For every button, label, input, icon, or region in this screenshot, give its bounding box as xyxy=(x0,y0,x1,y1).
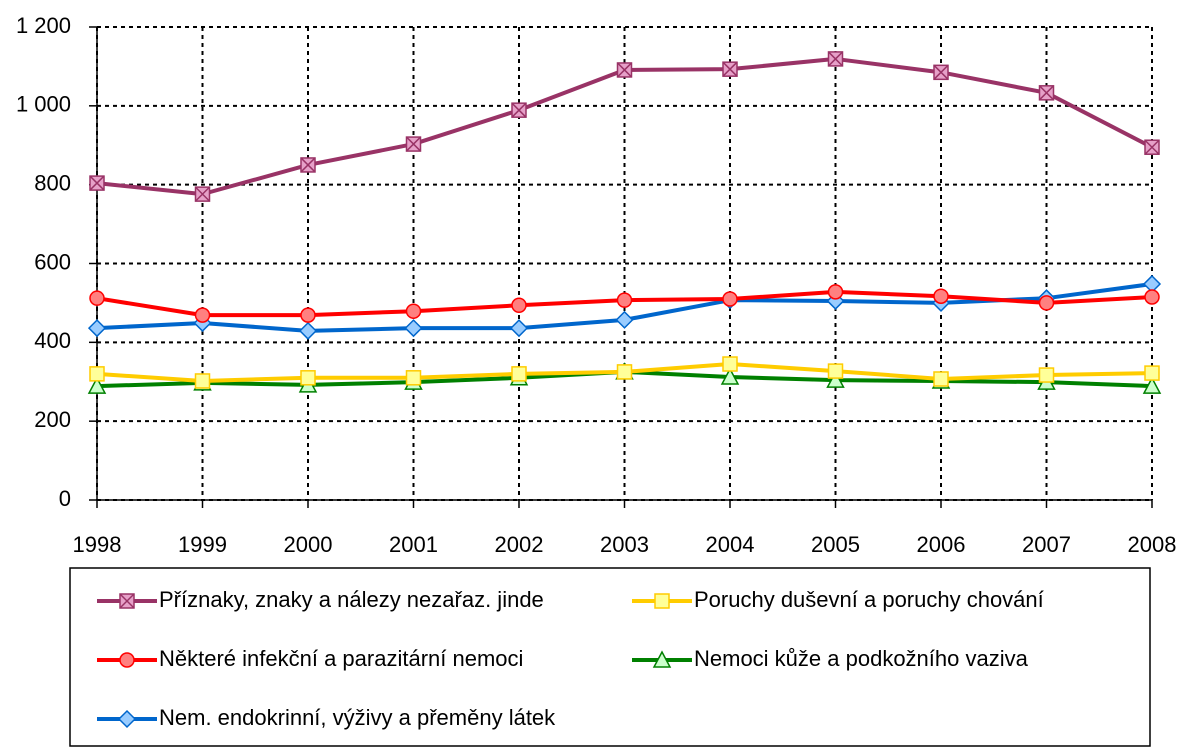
marker-cross xyxy=(405,136,422,152)
x-tick-label: 2008 xyxy=(1128,532,1177,557)
marker xyxy=(511,366,527,382)
y-tick-label: 0 xyxy=(59,486,71,511)
marker xyxy=(298,321,318,340)
marker xyxy=(615,310,634,329)
marker xyxy=(933,371,949,387)
marker xyxy=(827,363,844,379)
marker xyxy=(722,356,738,372)
x-tick-label: 2003 xyxy=(600,532,649,557)
marker xyxy=(509,319,529,338)
marker xyxy=(1142,376,1162,394)
x-tick-label: 2002 xyxy=(495,532,544,557)
marker-cross xyxy=(511,102,527,118)
marker xyxy=(511,297,527,314)
y-tick-label: 1 200 xyxy=(16,13,71,38)
legend-marker xyxy=(654,593,670,609)
legend-label: Nemoci kůže a podkožního vaziva xyxy=(694,646,1029,671)
marker xyxy=(87,319,107,338)
x-tick-label: 1998 xyxy=(73,532,122,557)
x-tick-label: 2007 xyxy=(1022,532,1071,557)
legend-label: Nem. endokrinní, výživy a přeměny látek xyxy=(159,705,556,730)
marker xyxy=(826,370,845,388)
marker xyxy=(89,366,105,382)
x-tick-label: 2004 xyxy=(706,532,755,557)
legend-marker xyxy=(119,652,135,668)
x-tick-label: 2006 xyxy=(917,532,966,557)
marker-cross xyxy=(1038,85,1055,101)
y-tick-label: 200 xyxy=(34,407,71,432)
marker xyxy=(1038,367,1055,383)
marker-cross xyxy=(1144,139,1160,155)
marker xyxy=(89,290,105,306)
marker-cross xyxy=(827,51,844,67)
marker xyxy=(1038,295,1055,311)
marker xyxy=(405,303,422,319)
x-tick-label: 2001 xyxy=(389,532,438,557)
legend-box xyxy=(69,567,1151,747)
marker xyxy=(194,307,211,323)
legend-label: Poruchy duševní a poruchy chování xyxy=(694,587,1044,612)
legend-marker xyxy=(652,650,672,668)
y-tick-label: 800 xyxy=(34,170,71,195)
marker-cross xyxy=(300,157,316,173)
marker xyxy=(194,373,211,389)
legend-label: Příznaky, znaky a nálezy nezařaz. jinde xyxy=(159,587,544,612)
marker xyxy=(616,364,633,380)
marker xyxy=(720,367,740,385)
marker-cross xyxy=(722,61,738,77)
marker xyxy=(933,288,949,304)
legend-marker xyxy=(117,709,137,729)
marker xyxy=(300,370,316,386)
marker-cross xyxy=(89,175,105,191)
marker xyxy=(1144,365,1160,381)
x-tick-label: 1999 xyxy=(178,532,227,557)
marker xyxy=(1144,289,1160,305)
marker xyxy=(616,292,633,308)
y-tick-label: 1 000 xyxy=(16,92,71,117)
marker xyxy=(722,291,738,307)
marker xyxy=(404,319,423,338)
marker-cross xyxy=(933,64,949,80)
marker-cross xyxy=(194,186,211,202)
marker xyxy=(87,376,107,394)
x-tick-label: 2000 xyxy=(284,532,333,557)
x-tick-label: 2005 xyxy=(811,532,860,557)
legend-label: Některé infekční a parazitární nemoci xyxy=(159,646,523,671)
marker xyxy=(300,307,316,323)
marker xyxy=(827,284,844,300)
marker-cross xyxy=(119,593,135,609)
y-tick-label: 400 xyxy=(34,328,71,353)
marker-cross xyxy=(616,62,633,78)
marker xyxy=(405,370,422,386)
y-tick-label: 600 xyxy=(34,249,71,274)
